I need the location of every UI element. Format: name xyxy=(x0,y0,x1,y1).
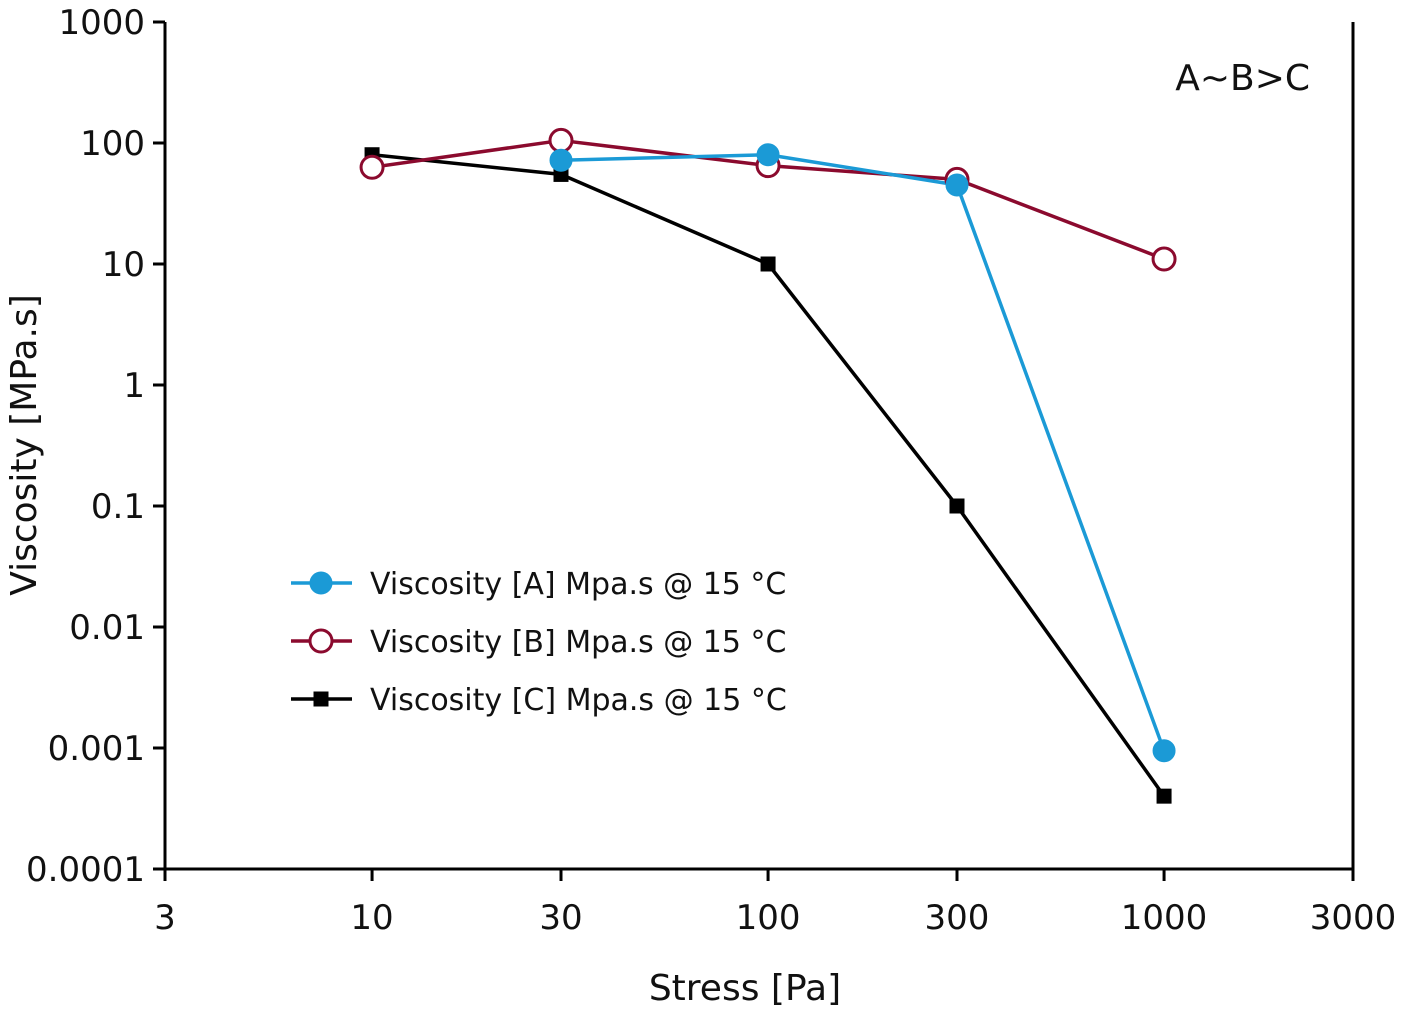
data-point-b xyxy=(359,154,385,180)
data-point-a xyxy=(549,148,573,172)
series-line-a xyxy=(560,152,1166,752)
data-point-a xyxy=(756,143,780,167)
legend-marker xyxy=(309,571,333,595)
axes xyxy=(163,22,1355,871)
x-tick-label: 30 xyxy=(539,898,582,938)
y-axis-title: Viscosity [MPa.s] xyxy=(4,294,45,596)
legend-item-c: Viscosity [C] Mpa.s @ 15 °C xyxy=(291,683,787,718)
y-tick-label: 0.001 xyxy=(48,729,145,769)
legend: Viscosity [A] Mpa.s @ 15 °C Viscosity [B]… xyxy=(291,567,787,718)
legend-label: Viscosity [B] Mpa.s @ 15 °C xyxy=(370,625,786,660)
data-point-c xyxy=(949,498,965,514)
legend-item-a: Viscosity [A] Mpa.s @ 15 °C xyxy=(291,567,786,602)
data-point-c xyxy=(1156,788,1172,804)
y-ticks: 0.0001 0.001 0.01 0.1 1 10 100 1000 xyxy=(26,3,165,890)
data-point-b xyxy=(548,127,574,153)
x-tick-label: 10 xyxy=(350,898,393,938)
x-axis-title: Stress [Pa] xyxy=(649,968,841,1009)
data-point-b xyxy=(1151,246,1177,272)
series-markers xyxy=(359,127,1177,804)
y-tick-label: 1 xyxy=(123,366,145,406)
legend-marker xyxy=(313,691,329,707)
data-point-c xyxy=(760,256,776,272)
legend-marker xyxy=(308,628,334,654)
x-tick-label: 1000 xyxy=(1121,898,1208,938)
y-tick-label: 1000 xyxy=(58,3,145,43)
x-tick-label: 100 xyxy=(736,898,801,938)
data-point-a xyxy=(945,173,969,197)
legend-item-b: Viscosity [B] Mpa.s @ 15 °C xyxy=(291,625,786,660)
x-ticks: 3 10 30 100 300 1000 3000 xyxy=(154,869,1396,938)
x-tick-label: 300 xyxy=(925,898,990,938)
y-tick-label: 100 xyxy=(80,124,145,164)
y-tick-label: 0.1 xyxy=(91,487,145,527)
x-tick-label: 3 xyxy=(154,898,176,938)
x-tick-label: 3000 xyxy=(1310,898,1397,938)
y-tick-label: 10 xyxy=(102,245,145,285)
legend-label: Viscosity [C] Mpa.s @ 15 °C xyxy=(370,683,787,718)
y-tick-label: 0.01 xyxy=(69,608,145,648)
legend-label: Viscosity [A] Mpa.s @ 15 °C xyxy=(370,567,786,602)
y-tick-label: 0.0001 xyxy=(26,850,145,890)
chart-annotation: A~B>C xyxy=(1175,58,1310,99)
data-point-a xyxy=(1152,739,1176,763)
